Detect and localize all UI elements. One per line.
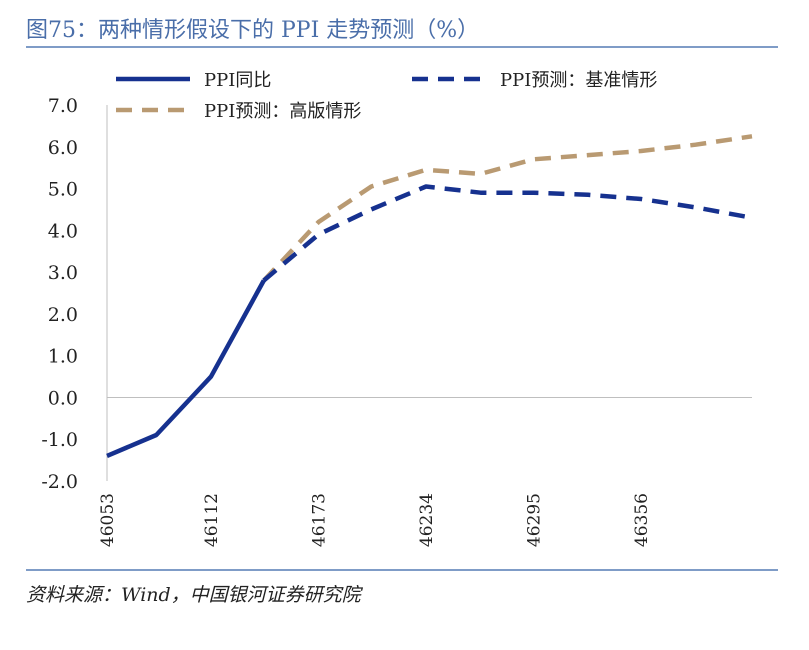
y-tick-label: 7.0 — [48, 95, 78, 117]
x-tick-label: 46112 — [202, 493, 222, 547]
x-tick-label: 46295 — [524, 493, 544, 547]
series-line-2 — [262, 134, 753, 283]
y-tick-label: -2.0 — [41, 471, 78, 493]
source-divider — [26, 569, 778, 571]
y-tick-label: 5.0 — [48, 179, 78, 201]
x-tick-label: 46356 — [632, 493, 652, 547]
source-note: 资料来源：Wind，中国银河证券研究院 — [26, 584, 361, 606]
series-line-0 — [106, 279, 266, 458]
figure-title: 图75：两种情形假设下的 PPI 走势预测（%） — [26, 18, 480, 43]
y-tick-label: 4.0 — [48, 220, 78, 242]
y-tick-label: 2.0 — [48, 304, 78, 326]
legend-label-0: PPI同比 — [204, 70, 271, 91]
y-tick-label: 1.0 — [48, 346, 78, 368]
x-tick-label: 46173 — [309, 493, 329, 547]
y-tick-label: -1.0 — [41, 429, 78, 451]
legend-label-2: PPI预测：高版情形 — [204, 101, 361, 122]
series-line-1 — [262, 184, 753, 283]
y-tick-label: 3.0 — [48, 262, 78, 284]
legend-label-1: PPI预测：基准情形 — [500, 70, 657, 91]
y-tick-label: 0.0 — [48, 387, 78, 409]
title-divider — [26, 46, 778, 48]
x-tick-label: 46234 — [417, 493, 437, 547]
y-tick-label: 6.0 — [48, 137, 78, 159]
x-tick-label: 46053 — [98, 493, 118, 547]
